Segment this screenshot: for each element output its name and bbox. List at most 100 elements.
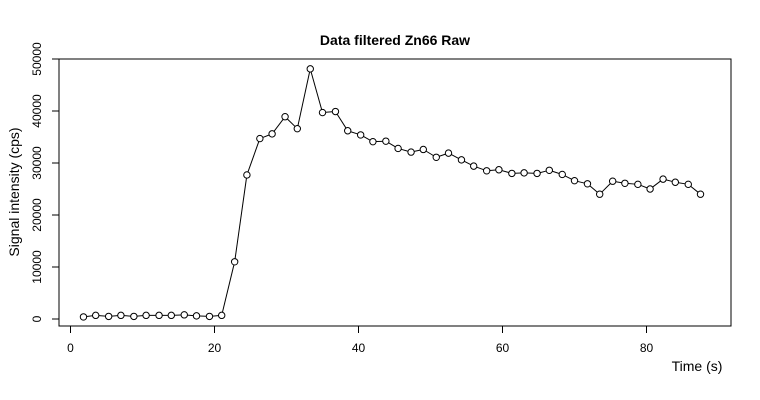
series-segment [325, 111, 333, 113]
data-point [155, 311, 163, 320]
series-segment [247, 141, 260, 173]
data-point [659, 175, 667, 183]
data-point [306, 65, 314, 73]
data-point [419, 145, 427, 154]
series-segment [336, 113, 347, 129]
series-segment [540, 170, 547, 174]
data-point [696, 190, 705, 198]
series-segment [439, 153, 446, 157]
data-point [79, 313, 88, 321]
data-point [520, 169, 528, 177]
series-segment [350, 131, 358, 135]
data-point [92, 311, 100, 320]
data-point [117, 311, 125, 320]
data-point [684, 180, 692, 189]
series-segment [86, 315, 93, 318]
data-point [281, 113, 289, 121]
x-axis-title: Time (s) [672, 358, 723, 374]
chart-title: Data filtered Zn66 Raw [320, 32, 470, 48]
series-segment [262, 134, 270, 138]
x-tick-label: 80 [640, 341, 654, 355]
data-point [268, 130, 276, 138]
y-tick-label: 0 [30, 315, 44, 322]
series-segment [476, 166, 484, 171]
data-point [470, 162, 478, 170]
data-point [104, 312, 113, 321]
y-tick-label: 40000 [30, 94, 44, 128]
data-series [79, 65, 705, 321]
series-segment [589, 185, 598, 193]
data-point [142, 311, 150, 320]
y-tick-label: 10000 [30, 250, 44, 284]
data-point [570, 176, 579, 185]
y-tick-label: 30000 [30, 146, 44, 180]
series-segment [388, 142, 396, 148]
series-segment [414, 149, 421, 152]
data-point [369, 137, 377, 146]
series-segment [124, 315, 131, 317]
series-segment [628, 183, 635, 185]
x-tick-label: 40 [352, 341, 366, 355]
data-point [318, 108, 327, 117]
x-axis: 0 20 40 60 80 [67, 325, 654, 355]
data-point [293, 124, 301, 133]
series-segment [564, 175, 572, 180]
data-point [545, 166, 553, 174]
data-point [205, 312, 214, 321]
plot-frame [58, 58, 732, 327]
series-segment [221, 264, 235, 313]
data-point [407, 148, 415, 156]
data-point [243, 171, 251, 179]
data-point [344, 127, 352, 135]
data-point [230, 258, 239, 266]
data-point [482, 167, 491, 175]
series-segment [363, 136, 371, 141]
x-tick-label: 60 [496, 341, 510, 355]
series-segment [666, 179, 673, 182]
y-axis-title: Signal intensity (cps) [6, 127, 22, 256]
data-point [218, 311, 226, 320]
data-point [634, 180, 642, 189]
series-segment [297, 71, 311, 126]
series-segment [577, 180, 585, 184]
series-segment [401, 148, 409, 152]
series-segment [451, 154, 459, 159]
data-point [394, 144, 402, 153]
series-segment [98, 315, 106, 317]
x-tick-label: 20 [208, 341, 222, 355]
data-point [671, 178, 679, 186]
data-point [130, 312, 138, 321]
y-tick-label: 20000 [30, 198, 44, 232]
y-axis: 0 10000 20000 30000 40000 50000 [30, 42, 60, 322]
data-point [356, 131, 365, 139]
series-segment [273, 118, 284, 132]
x-tick-label: 0 [67, 341, 74, 355]
series-segment [425, 150, 434, 157]
series-segment [286, 118, 296, 127]
series-segment [310, 71, 323, 110]
data-point [382, 137, 390, 145]
data-point [331, 107, 340, 116]
series-segment [615, 181, 622, 184]
series-segment [464, 160, 472, 166]
series-segment [678, 182, 686, 185]
data-point [192, 312, 201, 320]
data-point [508, 169, 516, 178]
series-segment [690, 185, 699, 193]
data-point [596, 190, 604, 198]
series-segment [601, 183, 611, 193]
data-point [621, 179, 629, 187]
y-tick-label: 50000 [30, 42, 44, 76]
series-segment [501, 170, 509, 174]
data-point [167, 311, 176, 320]
data-point [256, 134, 264, 143]
data-point [432, 153, 440, 161]
series-segment [640, 184, 648, 189]
data-point [608, 177, 617, 185]
data-point [646, 185, 654, 193]
data-point [457, 156, 466, 164]
series-segment [552, 170, 560, 174]
data-point [495, 166, 503, 174]
